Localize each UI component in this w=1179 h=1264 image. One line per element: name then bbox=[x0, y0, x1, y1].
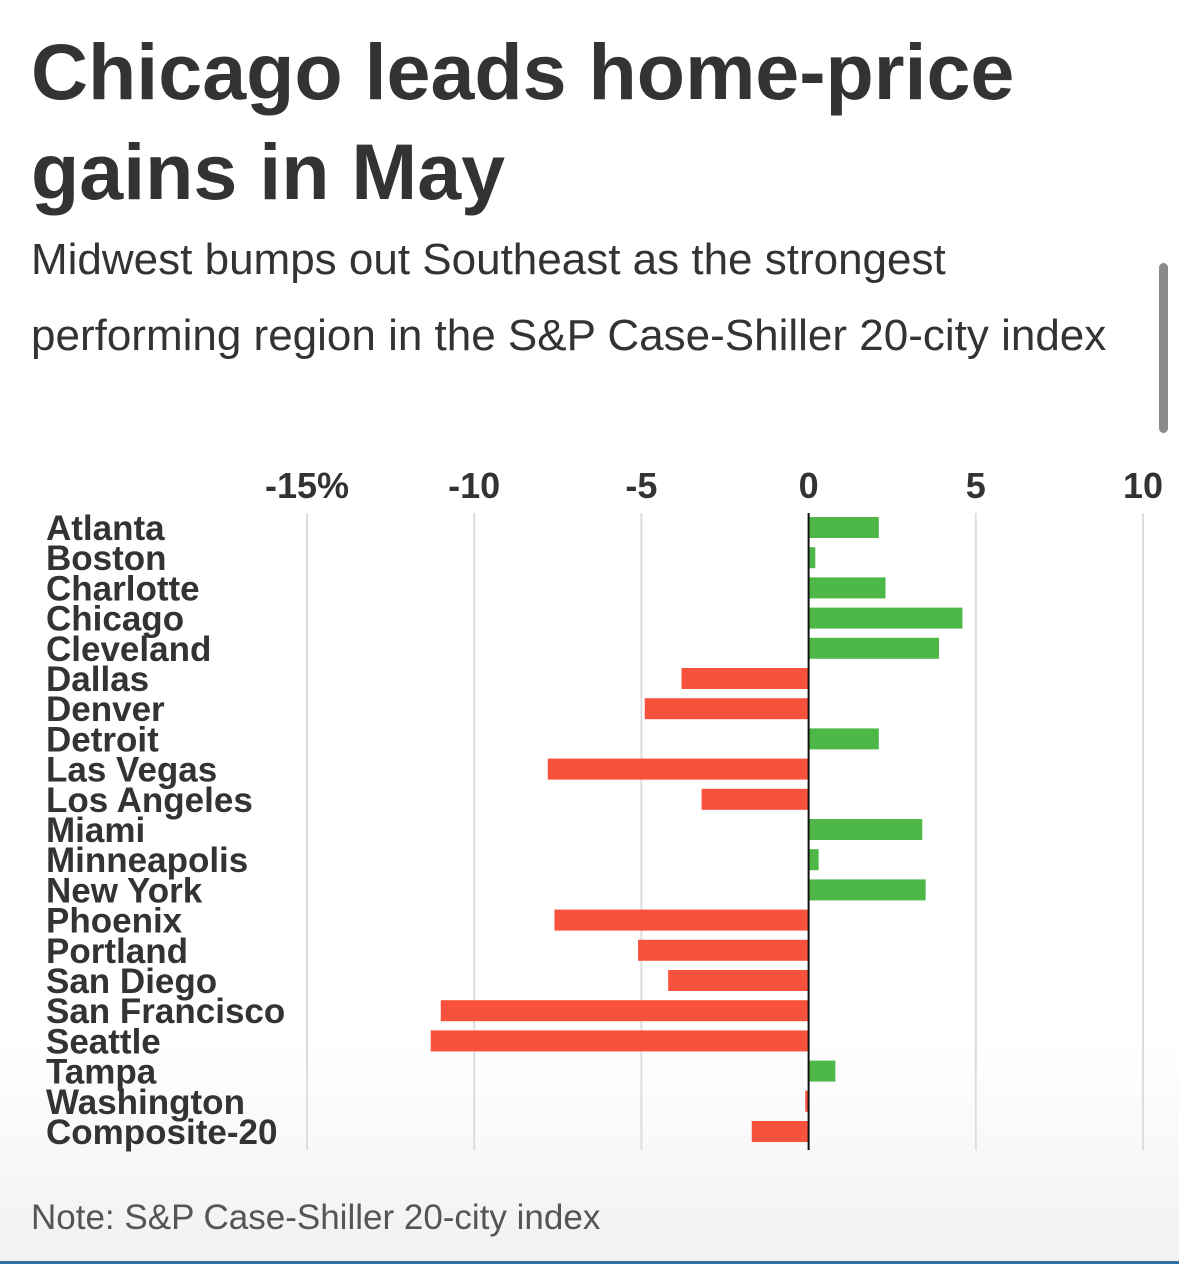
bar-denver bbox=[644, 698, 809, 720]
chart-title: Chicago leads home-price gains in May bbox=[31, 27, 1015, 216]
category-label: Seattle bbox=[46, 1022, 161, 1061]
bar-atlanta bbox=[808, 517, 879, 538]
category-label: Washington bbox=[46, 1083, 245, 1122]
category-label: Phoenix bbox=[46, 902, 183, 941]
bar-washington bbox=[805, 1090, 809, 1112]
grid-lines bbox=[306, 513, 1144, 1150]
category-label: Los Angeles bbox=[46, 781, 253, 820]
chart-note: Note: S&P Case-Shiller 20-city index bbox=[31, 1198, 601, 1237]
chart-subtitle: Midwest bumps out Southeast as the stron… bbox=[31, 235, 1107, 360]
bar-dallas bbox=[681, 668, 809, 689]
vertical-scrollbar[interactable] bbox=[1159, 263, 1168, 433]
x-tick-label: -10 bbox=[448, 465, 500, 506]
bar-detroit bbox=[808, 728, 879, 750]
x-tick-label: 10 bbox=[1123, 465, 1163, 506]
category-label: Denver bbox=[46, 690, 165, 729]
bar-san-diego bbox=[668, 970, 809, 991]
bar-portland bbox=[638, 939, 809, 961]
bar-chart: -15% -10 -5 0 5 10 AtlantaBostonCharlotteChic… bbox=[46, 465, 1163, 1152]
bar-tampa bbox=[808, 1060, 836, 1082]
category-label: Las Vegas bbox=[46, 751, 217, 790]
x-tick-label: -15% bbox=[265, 465, 349, 506]
category-label: Atlanta bbox=[46, 509, 165, 548]
category-label: Tampa bbox=[46, 1053, 157, 1092]
bar-seattle bbox=[430, 1030, 809, 1052]
category-label: Minneapolis bbox=[46, 841, 248, 880]
bar-las-vegas bbox=[547, 758, 809, 780]
bar-minneapolis bbox=[808, 849, 819, 871]
category-label: Chicago bbox=[46, 600, 184, 639]
x-tick-label: -5 bbox=[625, 465, 657, 506]
x-tick-label: 5 bbox=[966, 465, 986, 506]
category-label: Cleveland bbox=[46, 630, 211, 669]
category-label: Miami bbox=[46, 811, 145, 850]
x-tick-label: 0 bbox=[799, 465, 819, 506]
bar-miami bbox=[808, 819, 923, 840]
category-label: Dallas bbox=[46, 660, 149, 699]
category-label: Composite-20 bbox=[46, 1113, 277, 1152]
category-label: New York bbox=[46, 871, 203, 910]
bar-charlotte bbox=[808, 577, 886, 599]
bar-chicago bbox=[808, 607, 963, 629]
bar-boston bbox=[808, 547, 816, 569]
category-label: Portland bbox=[46, 932, 188, 971]
bar-phoenix bbox=[554, 909, 809, 931]
bottom-divider bbox=[0, 1261, 1179, 1264]
bar-cleveland bbox=[808, 637, 940, 659]
category-label: Charlotte bbox=[46, 569, 200, 608]
category-label: Detroit bbox=[46, 720, 159, 759]
bars bbox=[430, 517, 963, 1142]
category-label: San Diego bbox=[46, 962, 217, 1001]
bar-composite-20 bbox=[751, 1121, 809, 1142]
category-label: Boston bbox=[46, 539, 167, 578]
bar-new-york bbox=[808, 879, 926, 901]
city-labels: AtlantaBostonCharlotteChicagoClevelandDa… bbox=[46, 509, 285, 1152]
category-label: San Francisco bbox=[46, 992, 285, 1031]
bar-los-angeles bbox=[701, 788, 809, 810]
x-axis-tick-labels: -15% -10 -5 0 5 10 bbox=[265, 465, 1163, 506]
bar-san-francisco bbox=[440, 1000, 809, 1022]
